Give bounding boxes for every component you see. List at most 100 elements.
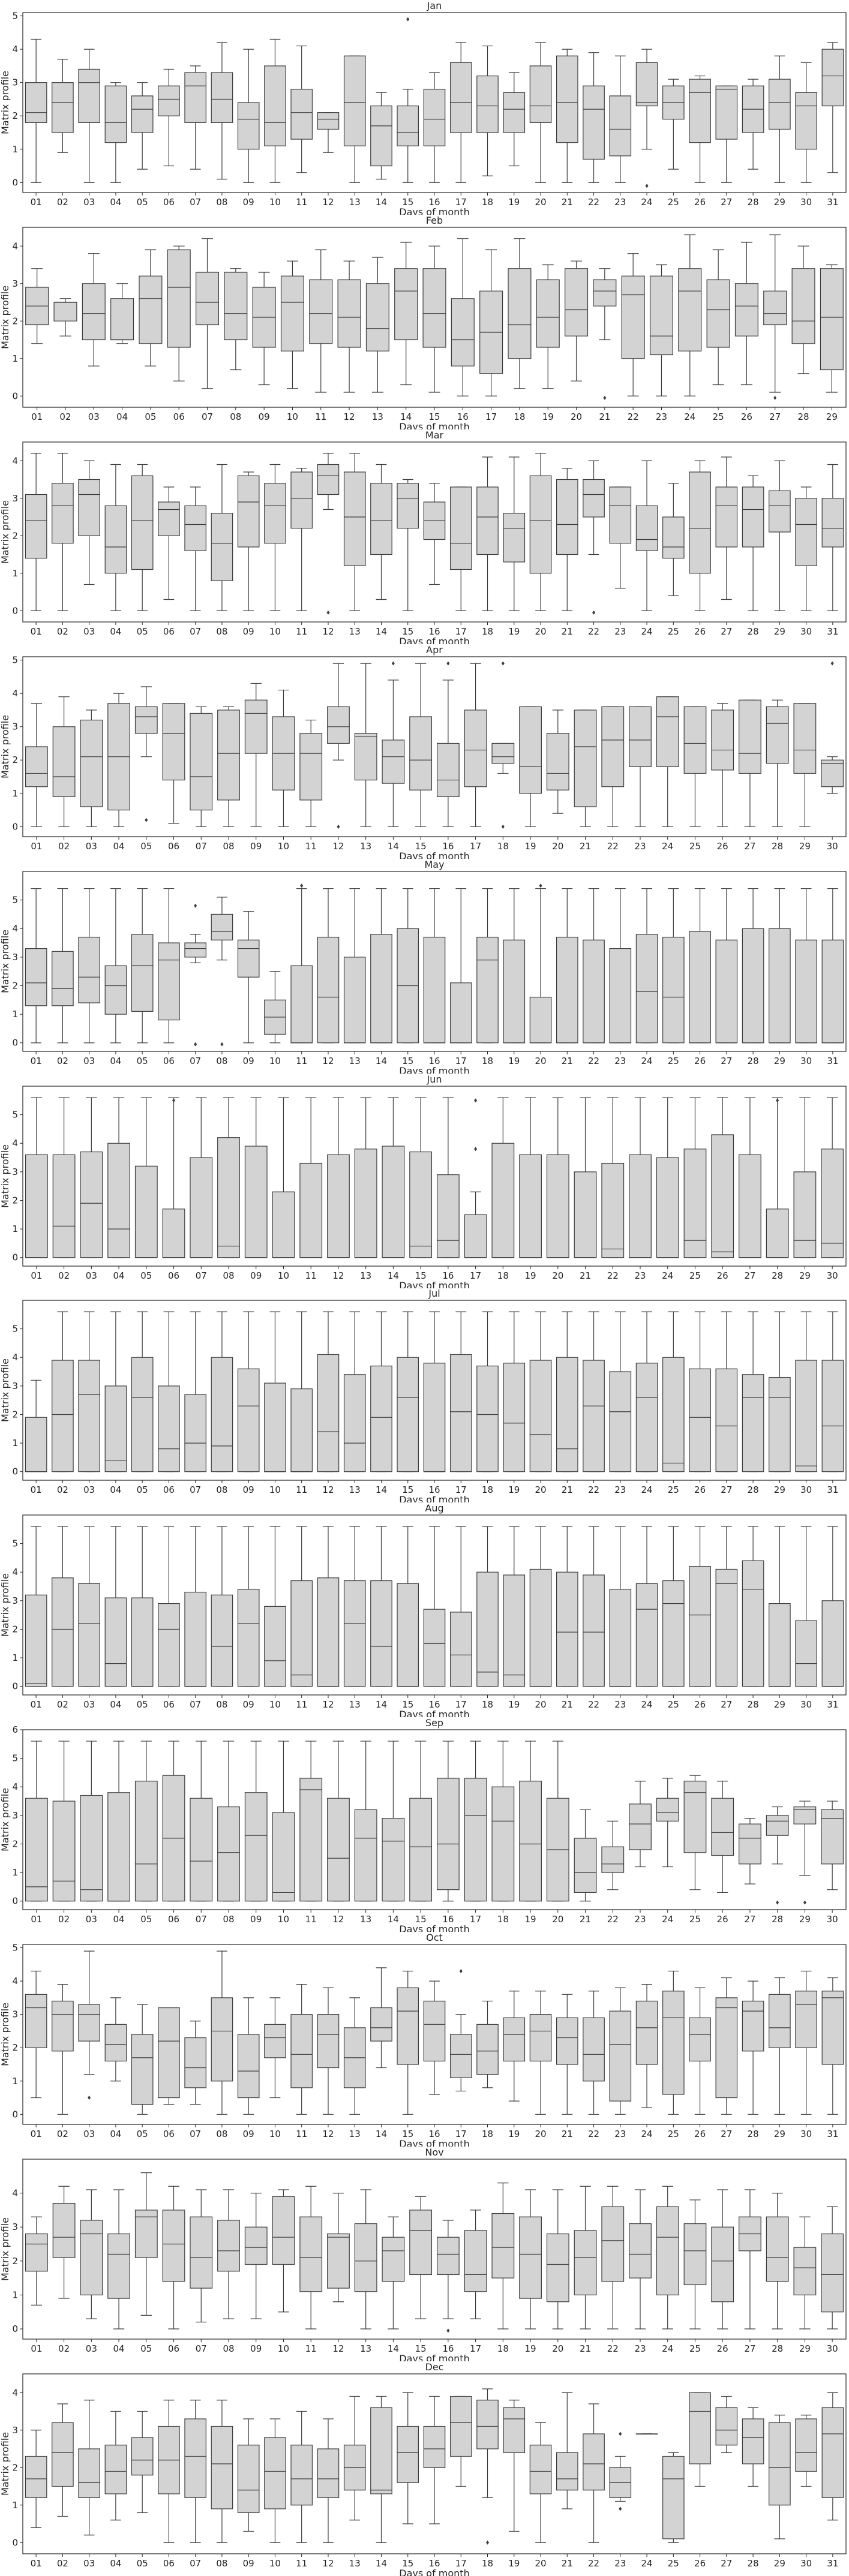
box-13 — [343, 1311, 366, 1472]
box-06 — [158, 888, 180, 1044]
box-03 — [82, 253, 106, 366]
box-09 — [237, 911, 260, 1044]
x-tick-label: 29 — [774, 1056, 785, 1066]
box-iqr — [449, 1354, 472, 1472]
box-21 — [556, 888, 578, 1044]
x-tick-label: 30 — [800, 1484, 812, 1495]
x-tick-label: 04 — [110, 2558, 121, 2569]
x-tick-label: 28 — [748, 1056, 759, 1066]
box-iqr — [211, 2425, 233, 2509]
box-08 — [211, 42, 233, 180]
box-30 — [821, 1801, 844, 1890]
box-31 — [821, 42, 844, 173]
x-tick-label: 08 — [216, 197, 227, 208]
box-21 — [574, 2186, 597, 2329]
box-17 — [449, 486, 472, 611]
box-21 — [556, 468, 578, 611]
x-tick-label: 15 — [402, 1484, 413, 1495]
box-iqr — [791, 268, 815, 344]
box-iqr — [742, 2000, 764, 2052]
y-tick-label: 3 — [12, 1167, 18, 1177]
box-iqr — [237, 102, 260, 150]
box-iqr — [795, 1991, 817, 2048]
box-iqr — [158, 501, 180, 536]
x-tick-label: 19 — [508, 626, 520, 637]
y-axis-label: Matrix profile — [0, 2432, 11, 2496]
box-25 — [662, 888, 685, 1044]
x-tick-label: 08 — [223, 1270, 234, 1281]
box-08 — [211, 464, 233, 611]
box-14 — [382, 1741, 405, 1902]
box-iqr — [25, 2455, 47, 2498]
box-iqr — [529, 2014, 552, 2062]
x-tick-label: 29 — [774, 2129, 785, 2139]
box-12 — [317, 888, 340, 1044]
box-iqr — [237, 2445, 260, 2513]
box-08 — [217, 1097, 240, 1258]
x-tick-label: 21 — [580, 2343, 591, 2354]
box-iqr — [25, 1994, 47, 2048]
box-01 — [25, 703, 48, 827]
box-02 — [52, 453, 74, 611]
outlier-point — [172, 1098, 176, 1103]
box-09 — [237, 1997, 260, 2115]
box-iqr — [370, 483, 392, 555]
box-iqr — [742, 2418, 764, 2464]
x-axis-label: Days of month — [399, 2138, 469, 2147]
y-tick-label: 2 — [12, 2042, 18, 2053]
x-tick-label: 26 — [694, 197, 706, 208]
outlier-point — [592, 610, 596, 615]
box-12 — [317, 2418, 340, 2543]
box-09 — [244, 683, 268, 827]
box-iqr — [821, 2407, 844, 2498]
x-tick-label: 03 — [83, 626, 95, 637]
box-15 — [397, 1311, 419, 1472]
box-iqr — [299, 733, 323, 801]
box-iqr — [422, 268, 446, 348]
box-iqr — [397, 1357, 419, 1472]
box-25 — [683, 706, 707, 827]
box-07 — [184, 2400, 206, 2543]
box-27 — [739, 699, 761, 827]
y-tick-label: 3 — [12, 77, 18, 88]
box-05 — [131, 82, 154, 170]
x-tick-label: 22 — [588, 2129, 599, 2139]
x-tick-label: 20 — [535, 626, 546, 637]
y-tick-label: 5 — [12, 1324, 18, 1334]
box-18 — [491, 1741, 515, 1902]
x-tick-label: 14 — [376, 1484, 387, 1495]
x-tick-label: 28 — [797, 411, 809, 422]
outlier-point — [773, 395, 777, 400]
box-iqr — [78, 1583, 100, 1687]
box-iqr — [529, 2445, 552, 2494]
box-iqr — [104, 85, 127, 143]
y-tick-label: 4 — [12, 1976, 18, 1986]
x-tick-label: 27 — [744, 841, 755, 852]
box-iqr — [25, 746, 48, 787]
outlier-point — [645, 184, 649, 188]
box-iqr — [609, 948, 632, 1044]
x-tick-label: 27 — [721, 2558, 732, 2569]
x-tick-label: 30 — [827, 1270, 838, 1281]
x-tick-label: 11 — [296, 626, 307, 637]
box-05 — [131, 2410, 154, 2513]
x-tick-label: 12 — [322, 1484, 334, 1495]
box-16 — [436, 1741, 460, 1902]
x-tick-label: 01 — [31, 841, 42, 852]
x-tick-label: 31 — [827, 197, 838, 208]
box-iqr — [184, 2418, 206, 2498]
box-iqr — [546, 1154, 569, 1258]
box-iqr — [683, 1149, 707, 1258]
box-iqr — [423, 2425, 446, 2468]
box-17 — [449, 888, 472, 1044]
x-tick-label: 28 — [772, 1914, 783, 1925]
box-iqr — [662, 1991, 685, 2095]
box-05 — [134, 1097, 158, 1258]
outlier-point — [406, 17, 410, 22]
box-13 — [343, 1997, 366, 2115]
outlier-point — [474, 1147, 478, 1152]
box-iqr — [821, 759, 844, 787]
box-iqr — [662, 1580, 685, 1687]
box-16 — [423, 2395, 446, 2524]
x-tick-label: 08 — [216, 2558, 227, 2569]
